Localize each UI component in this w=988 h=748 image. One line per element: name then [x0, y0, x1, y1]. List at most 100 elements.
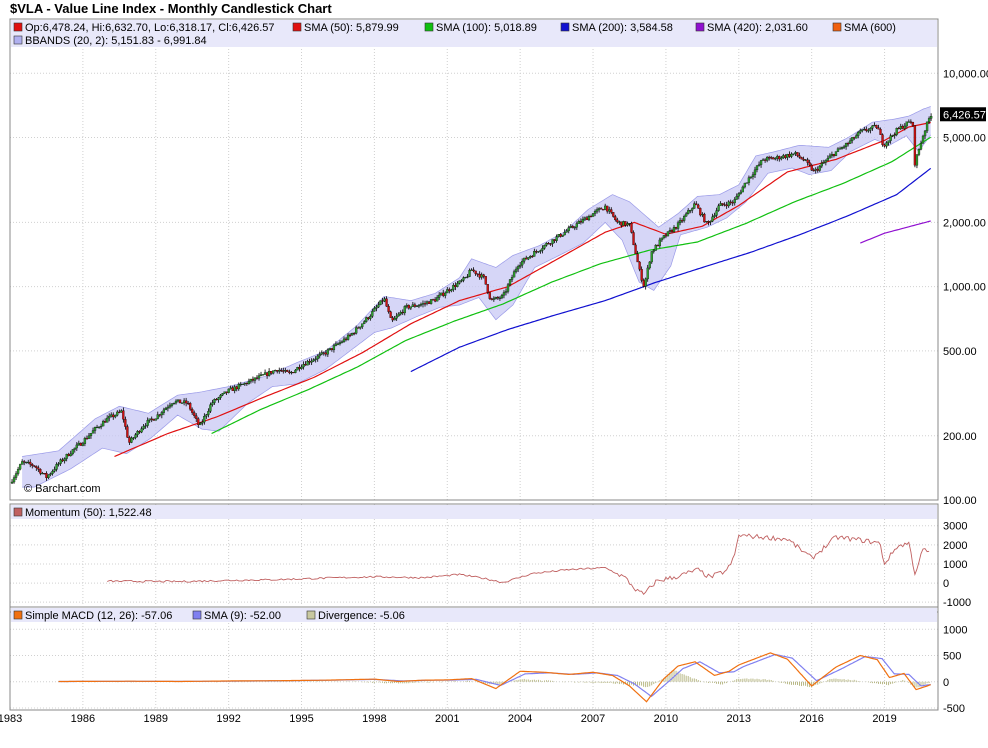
x-tick-label: 2004 — [508, 713, 532, 725]
candle-body — [411, 304, 415, 307]
y-tick-label: 1,000.00 — [943, 282, 986, 294]
candle-body — [39, 469, 42, 474]
candle-body — [409, 306, 412, 309]
x-tick-label: 1992 — [216, 713, 240, 725]
candle-body — [233, 386, 236, 391]
candle-body — [531, 256, 534, 258]
x-tick-label: 1989 — [144, 713, 168, 725]
candle-body — [642, 280, 645, 287]
momentum-panel-frame — [9, 503, 939, 613]
candle-body — [899, 126, 902, 129]
candle-body — [193, 412, 196, 416]
candle-body — [126, 426, 129, 438]
bollinger-upper-line — [22, 106, 931, 457]
candle-body — [555, 236, 558, 241]
candle-body — [693, 203, 696, 209]
candle-body — [816, 168, 819, 171]
candle-body — [616, 219, 619, 223]
candle-body — [35, 466, 38, 468]
legend-macd-signal-swatch — [192, 610, 202, 620]
candle-body — [99, 425, 103, 428]
candle-body — [516, 266, 520, 270]
candle-body — [927, 118, 931, 123]
candle-body — [620, 221, 623, 226]
candle-body — [27, 461, 30, 464]
candle-body — [326, 349, 329, 355]
candle-body — [885, 142, 888, 147]
candle-body — [772, 157, 775, 160]
candle-body — [367, 317, 370, 319]
candle-body — [486, 284, 489, 293]
candle-body — [114, 415, 117, 418]
candle-body — [602, 209, 605, 211]
sma-50-line — [114, 121, 931, 458]
candle-body — [436, 297, 439, 302]
candle-body — [284, 370, 287, 372]
candle-body — [75, 444, 78, 449]
candle-body — [253, 377, 257, 381]
candle-body — [804, 159, 807, 161]
candle-body — [65, 453, 68, 459]
candle-body — [146, 420, 149, 426]
legend-momentum: Momentum (50): 1,522.48 — [13, 507, 152, 519]
candle-body — [853, 137, 856, 139]
candle-body — [541, 248, 544, 251]
candle-body — [753, 169, 757, 175]
candle-body — [818, 165, 821, 171]
candle-body — [142, 425, 145, 429]
x-tick-label: 2001 — [435, 713, 459, 725]
y-tick-label: 500 — [943, 651, 961, 663]
candle-body — [723, 204, 726, 206]
candle-body — [470, 269, 473, 271]
candle-body — [678, 220, 682, 223]
legend-sma-100: SMA (100): 5,018.89 — [424, 22, 537, 34]
candle-body — [239, 383, 242, 386]
candle-body — [69, 453, 72, 457]
candle-body — [587, 216, 591, 221]
candle-body — [355, 327, 358, 334]
legend-sma-100-swatch — [424, 22, 434, 32]
candle-body — [784, 155, 787, 158]
macd-signal-line — [58, 653, 931, 698]
candle-body — [865, 128, 868, 131]
candle-body — [423, 303, 427, 305]
candle-body — [476, 273, 479, 275]
candle-body — [685, 213, 688, 217]
candle-body — [310, 360, 313, 363]
legend-sma-50-label: SMA (50): 5,879.99 — [304, 22, 399, 34]
candle-body — [650, 251, 653, 263]
candle-body — [697, 204, 700, 209]
candle-body — [644, 278, 647, 287]
x-tick-label: 2019 — [872, 713, 896, 725]
candle-body — [25, 461, 28, 464]
candle-body — [359, 326, 362, 329]
candle-body — [881, 134, 884, 146]
candle-body — [618, 221, 621, 223]
candle-body — [14, 473, 18, 478]
candle-body — [16, 468, 20, 474]
candle-body — [480, 274, 483, 278]
candle-body — [180, 402, 184, 404]
candle-body — [624, 221, 627, 226]
candle-body — [569, 226, 572, 228]
price-panel-frame — [9, 18, 939, 501]
candle-body — [861, 129, 864, 131]
candle-body — [328, 348, 332, 351]
x-tick-label: 1998 — [362, 713, 386, 725]
candle-body — [136, 431, 139, 435]
candle-body — [488, 292, 491, 299]
candle-body — [656, 245, 659, 247]
candle-body — [883, 144, 886, 147]
candle-body — [640, 269, 643, 281]
candlesticks — [10, 113, 933, 485]
candle-body — [585, 217, 589, 221]
candle-body — [523, 257, 526, 262]
candle-body — [733, 199, 736, 204]
candle-body — [591, 213, 595, 217]
x-tick-label: 2007 — [581, 713, 605, 725]
candle-body — [622, 221, 625, 226]
candle-body — [701, 213, 704, 216]
candle-body — [316, 355, 319, 360]
candle-body — [20, 461, 24, 465]
candle-body — [563, 232, 566, 236]
